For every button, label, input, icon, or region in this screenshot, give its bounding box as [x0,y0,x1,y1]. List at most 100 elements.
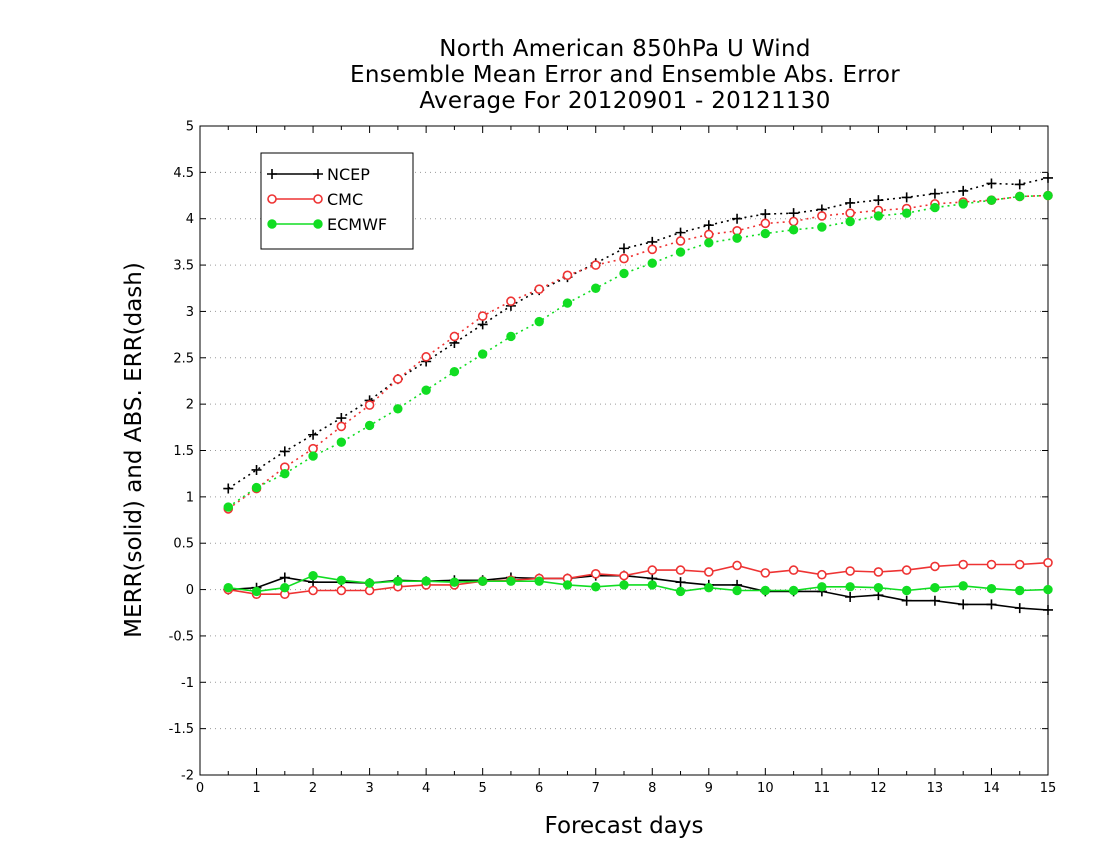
data-point [534,284,545,294]
y-tick-label: 1 [186,490,194,505]
data-point [280,468,290,479]
data-point [675,586,686,597]
data-point [986,559,997,570]
data-point [930,583,940,593]
y-tick-label: 2 [186,398,194,413]
data-point [308,451,318,461]
legend-label: CMC [327,190,363,209]
data-point [703,567,714,577]
data-point [1043,172,1053,183]
series-ecmwf-mean-error [223,570,1053,597]
data-point [477,576,488,586]
y-tick-label: -1 [181,676,194,691]
data-point [590,569,601,579]
data-point [1014,179,1025,190]
data-point [901,565,912,575]
data-point [845,582,855,592]
data-point [704,238,714,248]
y-tick-label: 4.5 [173,166,194,181]
data-point [958,599,969,610]
data-point [901,208,912,218]
data-point [760,585,771,596]
legend-label: NCEP [327,165,370,184]
legend-box [260,152,414,250]
data-point [1043,584,1053,595]
data-point [562,298,573,308]
legend-marker [313,219,323,229]
data-point [336,413,347,424]
data-point [873,195,884,206]
data-point [619,253,629,264]
data-point [817,582,827,592]
legend-label: ECMWF [327,215,387,234]
data-point [591,283,601,293]
data-point [506,576,516,586]
data-point [675,227,686,238]
y-tick-label: 5 [186,120,194,135]
series-cmc-mean-error [223,557,1053,600]
data-point [562,270,573,281]
data-point [675,236,686,246]
data-point [901,585,912,596]
y-tick-label: -2 [181,769,194,784]
x-axis-label: Forecast days [545,813,704,839]
data-point [421,352,431,362]
data-point [1043,557,1053,568]
data-point [817,569,827,580]
data-point [675,247,686,257]
data-point [873,583,884,593]
series-line [227,194,1049,510]
x-tick-label: 14 [983,781,1000,796]
x-tick-label: 12 [870,781,887,796]
data-point [1015,585,1025,596]
data-point [590,260,601,270]
y-tick-label: -1.5 [169,722,194,737]
legend-item-ecmwf: ECMWF [267,215,387,234]
data-point [251,482,262,493]
data-point [449,366,460,377]
data-point [308,429,319,440]
x-tick-label: 4 [422,781,430,796]
axis-ticks: -2-1.5-1-0.500.511.522.533.544.550 1 2 3 4 5 6… [169,120,1057,797]
x-tick-label: 7 [592,781,600,796]
legend: NCEP CMC ECMWF [260,152,414,250]
data-point [986,178,997,189]
y-tick-label: 0 [186,583,194,598]
data-point [223,583,233,593]
x-tick-label: 2 [309,781,317,796]
chart-title-line-1: North American 850hPa U Wind [439,36,811,62]
data-point [845,216,855,227]
legend-items: NCEP CMC ECMWF [267,165,387,234]
data-point [1043,604,1053,615]
series-ncep-mean-error [223,570,1053,615]
x-tick-label: 15 [1040,781,1057,796]
legend-item-ncep: NCEP [267,165,370,184]
data-point [393,374,403,384]
data-point [930,561,940,572]
data-point [647,258,657,268]
data-point [901,595,912,606]
data-point [704,583,714,593]
data-point [732,560,742,571]
data-point [958,199,968,209]
data-point [675,565,686,575]
data-point [817,222,827,232]
data-point [703,229,714,240]
x-tick-label: 11 [814,781,831,796]
data-point [562,580,573,590]
data-point [477,319,488,330]
data-point [364,578,375,588]
x-tick-label: 3 [365,781,373,796]
data-point [449,331,460,342]
data-point [506,331,516,342]
data-point [760,209,771,220]
data-point [675,577,686,588]
data-point [280,583,290,593]
data-point [817,211,827,221]
data-point [279,446,290,457]
data-point [788,216,799,227]
data-point [336,421,347,432]
y-tick-label: 3.5 [173,259,194,274]
chart-title-line-2: Ensemble Mean Error and Ensemble Abs. Er… [349,62,901,88]
